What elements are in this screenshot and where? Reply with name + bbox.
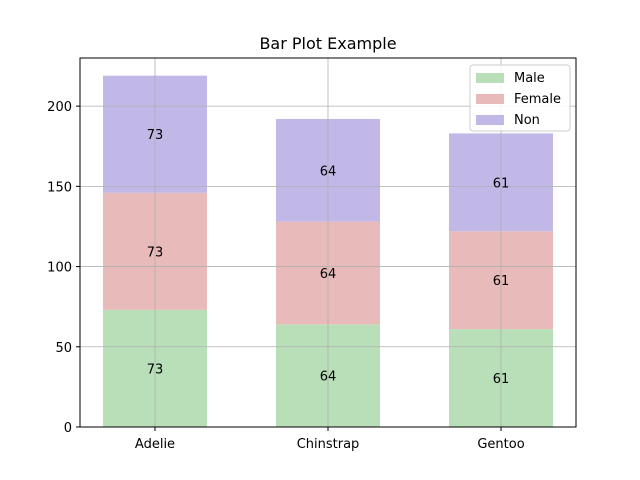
legend-label-female: Female xyxy=(514,92,561,107)
y-tick-label: 0 xyxy=(64,421,72,436)
legend-label-male: Male xyxy=(514,71,545,86)
data-label-female-adelie: 73 xyxy=(147,245,164,260)
data-label-male-chinstrap: 64 xyxy=(320,370,337,385)
axes-layer: 0 50 100 150 200 Adelie Chinstrap Gentoo xyxy=(47,57,577,452)
x-tick-label: Adelie xyxy=(135,437,175,452)
legend: Male Female Non xyxy=(469,64,571,132)
data-label-non-gentoo: 61 xyxy=(493,176,510,191)
legend-label-non: Non xyxy=(514,113,540,128)
chart-title: Bar Plot Example xyxy=(259,34,396,53)
legend-swatch-non xyxy=(476,115,504,125)
data-label-male-adelie: 73 xyxy=(147,362,164,377)
legend-swatch-male xyxy=(476,73,504,83)
data-label-female-gentoo: 61 xyxy=(493,274,510,289)
data-label-non-adelie: 73 xyxy=(147,128,164,143)
y-tick-label: 200 xyxy=(47,100,72,115)
y-tick-label: 150 xyxy=(47,180,72,195)
y-tick-label: 50 xyxy=(55,341,72,356)
data-label-non-chinstrap: 64 xyxy=(320,164,337,179)
x-tick-label: Chinstrap xyxy=(297,437,360,452)
data-labels-layer: 73 73 73 64 64 64 61 61 61 xyxy=(147,128,510,387)
data-label-male-gentoo: 61 xyxy=(493,372,510,387)
legend-swatch-female xyxy=(476,94,504,104)
x-tick-label: Gentoo xyxy=(477,437,524,452)
data-label-female-chinstrap: 64 xyxy=(320,267,337,282)
y-tick-label: 100 xyxy=(47,261,72,276)
